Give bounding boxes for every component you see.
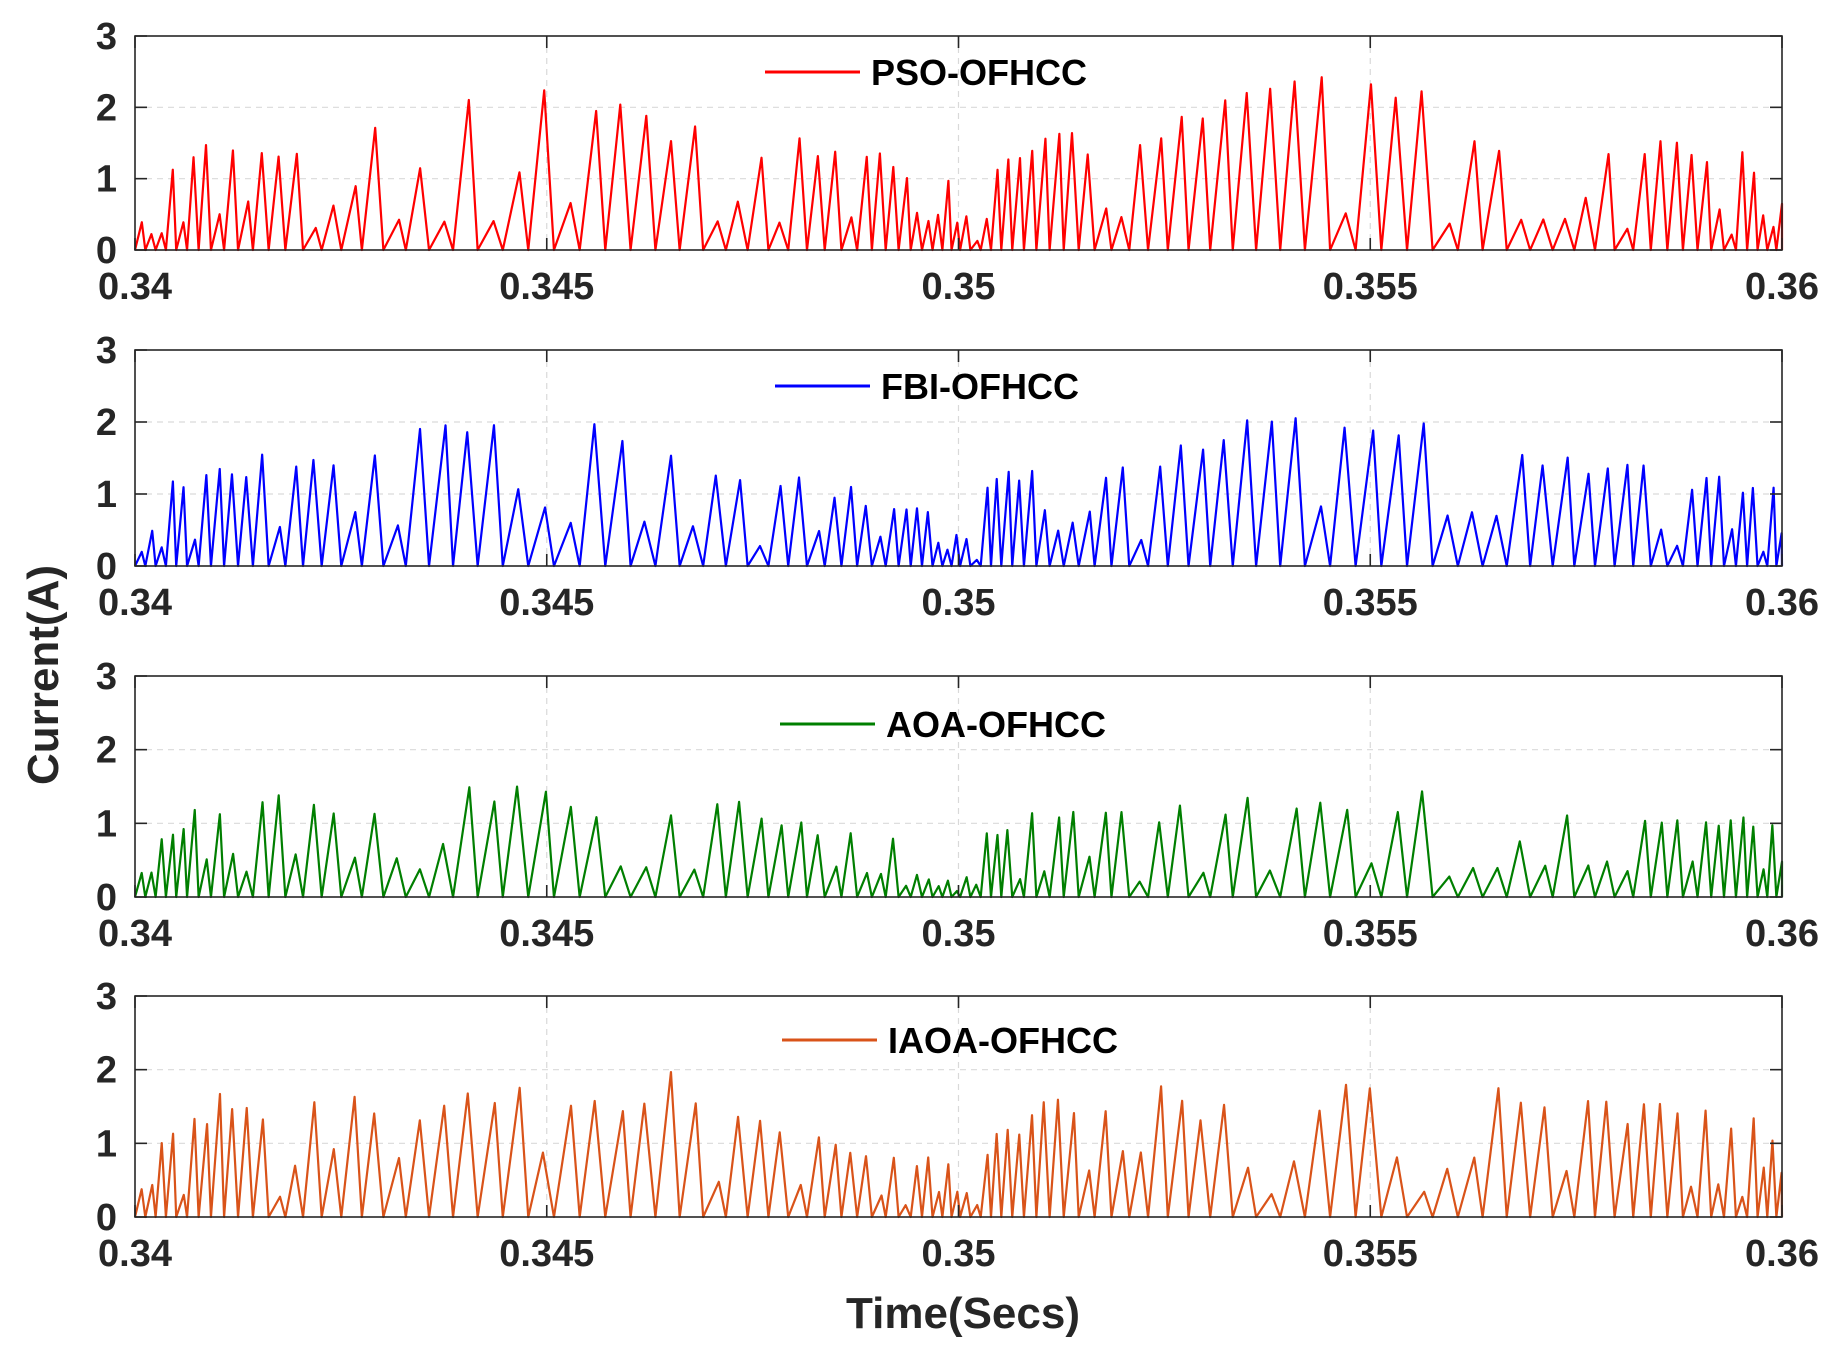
x-tick-label: 0.355 — [1323, 1233, 1418, 1275]
x-tick-label: 0.345 — [499, 266, 594, 308]
y-tick-label: 0 — [96, 877, 117, 919]
x-tick-label: 0.34 — [98, 913, 172, 955]
legend-label: AOA-OFHCC — [886, 704, 1106, 745]
x-tick-label: 0.35 — [922, 582, 996, 624]
x-tick-label: 0.355 — [1323, 266, 1418, 308]
y-axis-title: Current(A) — [19, 565, 68, 785]
y-tick-label: 2 — [96, 1050, 117, 1092]
legend-label: PSO-OFHCC — [871, 52, 1087, 93]
legend: AOA-OFHCC — [780, 704, 1106, 745]
y-tick-label: 1 — [96, 1123, 117, 1165]
legend-label: IAOA-OFHCC — [888, 1020, 1118, 1061]
x-tick-label: 0.355 — [1323, 913, 1418, 955]
y-tick-label: 1 — [96, 159, 117, 201]
y-tick-label: 3 — [96, 330, 117, 372]
y-tick-label: 3 — [96, 976, 117, 1018]
x-tick-label: 0.35 — [922, 913, 996, 955]
legend: FBI-OFHCC — [775, 366, 1079, 407]
legend: PSO-OFHCC — [765, 52, 1087, 93]
x-tick-label: 0.34 — [98, 266, 172, 308]
legend-label: FBI-OFHCC — [881, 366, 1079, 407]
y-tick-label: 0 — [96, 546, 117, 588]
subplot-4: 0.34 0.345 0.35 0.355 0.36 0 1 2 3 IAOA-OFHCC — [96, 976, 1819, 1275]
y-tick-label: 2 — [96, 730, 117, 772]
y-tick-label: 0 — [96, 1197, 117, 1239]
x-tick-label: 0.345 — [499, 1233, 594, 1275]
y-tick-label: 2 — [96, 87, 117, 129]
y-tick-label: 3 — [96, 16, 117, 58]
x-tick-label: 0.34 — [98, 1233, 172, 1275]
x-tick-label: 0.36 — [1745, 1233, 1819, 1275]
y-tick-label: 1 — [96, 803, 117, 845]
x-tick-label: 0.34 — [98, 582, 172, 624]
x-tick-label: 0.345 — [499, 913, 594, 955]
x-tick-label: 0.36 — [1745, 266, 1819, 308]
legend: IAOA-OFHCC — [782, 1020, 1118, 1061]
y-tick-label: 1 — [96, 474, 117, 516]
subplot-1: 0.34 0.345 0.35 0.355 0.36 0 1 2 3 PSO-OFHCC — [96, 16, 1819, 308]
x-tick-label: 0.36 — [1745, 582, 1819, 624]
y-tick-label: 0 — [96, 230, 117, 272]
x-tick-label: 0.355 — [1323, 582, 1418, 624]
x-tick-label: 0.35 — [922, 266, 996, 308]
x-tick-label: 0.345 — [499, 582, 594, 624]
x-tick-label: 0.35 — [922, 1233, 996, 1275]
y-tick-label: 3 — [96, 656, 117, 698]
x-tick-label: 0.36 — [1745, 913, 1819, 955]
y-tick-label: 2 — [96, 402, 117, 444]
x-axis-title: Time(Secs) — [846, 1289, 1080, 1338]
subplot-2: 0.34 0.345 0.35 0.355 0.36 0 1 2 3 FBI-OFHCC — [96, 330, 1819, 624]
subplot-3: 0.34 0.345 0.35 0.355 0.36 0 1 2 3 AOA-OFHCC — [96, 656, 1819, 955]
